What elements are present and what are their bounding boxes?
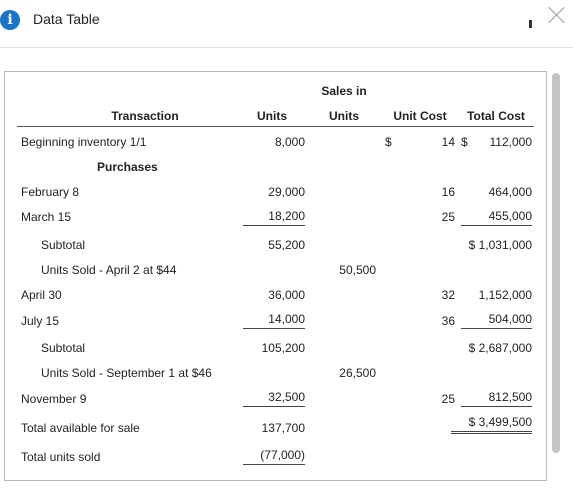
- header-unit-cost: Unit Cost: [393, 109, 447, 123]
- row-unit-cost: 16: [441, 185, 455, 199]
- row-sales-units: 26,500: [339, 366, 376, 380]
- row-label: Total available for sale: [21, 421, 140, 435]
- header-divider: [0, 47, 573, 48]
- row-units: 137,700: [261, 421, 305, 435]
- row-units: 36,000: [268, 288, 305, 302]
- row-total-cost: $ 3,499,500: [451, 415, 532, 434]
- row-unit-cost: 14: [441, 135, 455, 149]
- row-label: Units Sold - September 1 at $46: [41, 366, 212, 380]
- row-label: Beginning inventory 1/1: [21, 135, 147, 149]
- row-units: 8,000: [274, 135, 305, 149]
- row-label: July 15: [21, 314, 60, 328]
- row-label: Subtotal: [41, 341, 86, 355]
- row-label: Subtotal: [41, 238, 86, 252]
- row-label: February 8: [21, 185, 80, 199]
- row-label: Total units sold: [21, 450, 101, 464]
- header-units: Units: [257, 109, 287, 123]
- row-unit-cost: 25: [441, 392, 455, 406]
- vertical-scrollbar[interactable]: [552, 73, 560, 453]
- dialog-header: i Data Table: [0, 0, 573, 48]
- row-unit-cost: 25: [441, 210, 455, 224]
- row-units: (77,000): [243, 448, 305, 465]
- row-label: November 9: [21, 392, 87, 406]
- row-sales-units: 50,500: [339, 263, 376, 277]
- row-total-cost: 112,000: [489, 135, 533, 149]
- total-cost-dollar: $: [461, 135, 468, 149]
- row-units: 29,000: [268, 185, 305, 199]
- row-total-cost: 455,000: [461, 209, 532, 226]
- dialog-title: Data Table: [33, 11, 100, 27]
- row-total-cost: $ 1,031,000: [468, 238, 532, 252]
- header-underline: [17, 126, 534, 127]
- row-label: March 15: [21, 210, 72, 224]
- row-label: April 30: [21, 288, 62, 302]
- row-label: Units Sold - April 2 at $44: [41, 263, 177, 277]
- row-unit-cost: 32: [441, 288, 455, 302]
- row-total-cost: 812,500: [461, 390, 532, 407]
- minimize-button[interactable]: [526, 12, 544, 30]
- row-units: 18,200: [243, 209, 305, 226]
- header-sales-in-line1: Sales in: [321, 84, 367, 98]
- row-units: 55,200: [268, 238, 305, 252]
- row-total-cost: 1,152,000: [478, 288, 532, 302]
- unit-cost-dollar: $: [385, 135, 392, 149]
- row-total-cost: $ 2,687,000: [468, 341, 532, 355]
- header-total-cost: Total Cost: [467, 109, 525, 123]
- row-units: 32,500: [243, 390, 305, 407]
- row-total-cost: 464,000: [488, 185, 532, 199]
- info-icon: i: [0, 10, 20, 30]
- row-unit-cost: 36: [441, 314, 455, 328]
- data-table-panel: Sales in Transaction Units Units Unit Co…: [4, 71, 547, 481]
- row-units: 105,200: [261, 341, 305, 355]
- row-total-cost: 504,000: [461, 312, 532, 329]
- purchases-heading: Purchases: [97, 160, 158, 174]
- header-transaction: Transaction: [111, 109, 179, 123]
- row-units: 14,000: [243, 312, 305, 329]
- header-sales-in-line2: Units: [329, 109, 359, 123]
- close-icon[interactable]: [546, 4, 568, 26]
